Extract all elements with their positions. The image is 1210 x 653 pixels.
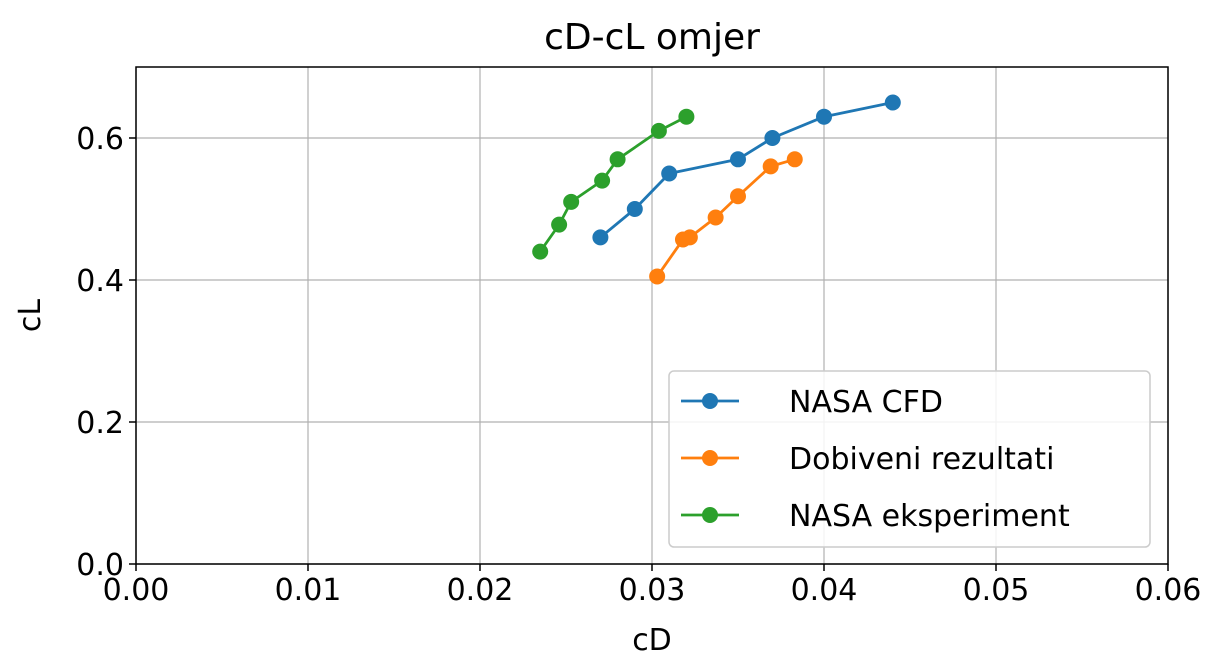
y-tick-label: 0.2 — [76, 406, 124, 441]
x-tick-label: 0.03 — [619, 573, 686, 608]
data-point — [885, 95, 901, 111]
legend-marker — [702, 393, 718, 409]
data-point — [730, 188, 746, 204]
y-axis-title: cL — [13, 299, 48, 332]
y-tick-label: 0.4 — [76, 264, 124, 299]
legend-label: NASA eksperiment — [789, 499, 1070, 534]
legend-label: NASA CFD — [789, 385, 943, 420]
x-tick-label: 0.04 — [791, 573, 858, 608]
legend-marker — [702, 450, 718, 466]
data-point — [610, 151, 626, 167]
data-point — [816, 109, 832, 125]
data-point — [651, 123, 667, 139]
data-point — [563, 194, 579, 210]
legend: NASA CFD Dobiveni rezultati NASA eksperime… — [669, 371, 1150, 547]
chart-title: cD-cL omjer — [544, 17, 760, 58]
data-point — [627, 201, 643, 217]
y-tick-label: 0.0 — [76, 548, 124, 583]
data-point — [678, 109, 694, 125]
x-axis-title: cD — [632, 623, 672, 653]
y-tick-label: 0.6 — [76, 122, 124, 157]
data-point — [594, 173, 610, 189]
x-tick-label: 0.02 — [447, 573, 514, 608]
data-point — [649, 268, 665, 284]
data-point — [682, 229, 698, 245]
data-point — [551, 217, 567, 233]
data-point — [661, 166, 677, 182]
data-point — [763, 158, 779, 174]
legend-marker — [702, 507, 718, 523]
data-point — [592, 229, 608, 245]
data-point — [764, 130, 780, 146]
data-point — [532, 244, 548, 260]
data-point — [787, 151, 803, 167]
legend-label: Dobiveni rezultati — [789, 442, 1054, 477]
data-point — [708, 210, 724, 226]
x-tick-label: 0.05 — [963, 573, 1030, 608]
data-point — [730, 151, 746, 167]
x-tick-label: 0.01 — [275, 573, 342, 608]
x-tick-label: 0.06 — [1135, 573, 1202, 608]
